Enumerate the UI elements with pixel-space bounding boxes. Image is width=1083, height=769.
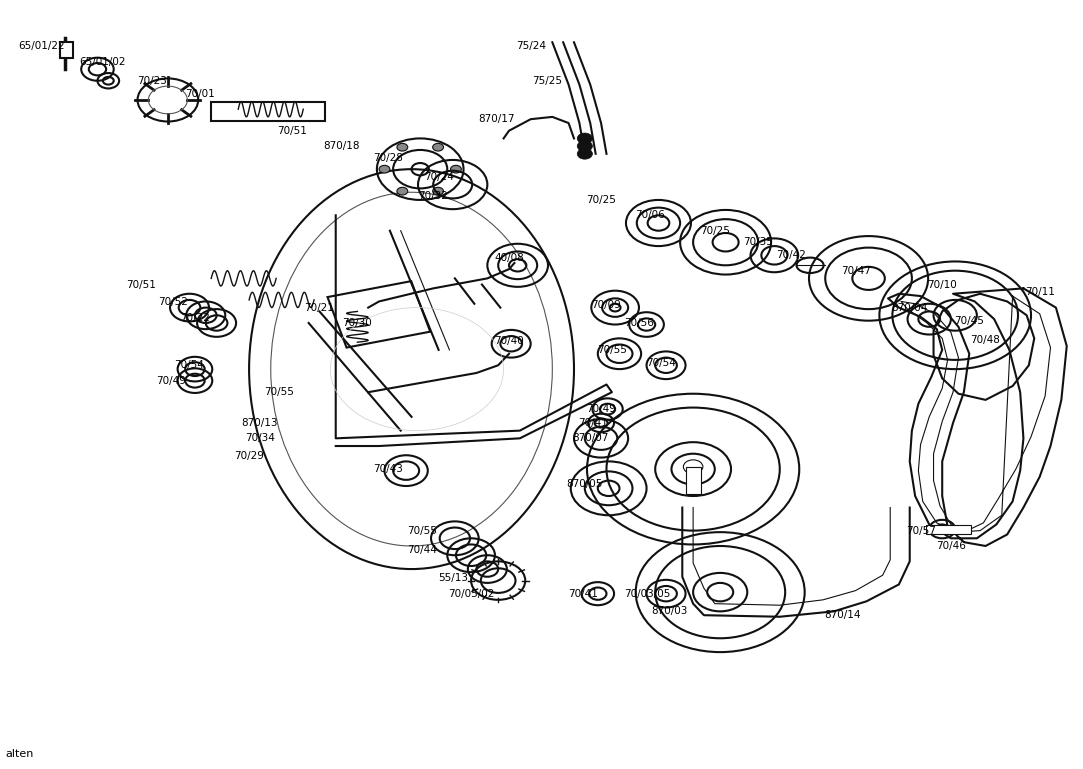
Text: 870/05: 870/05	[566, 479, 603, 490]
Bar	[926, 525, 971, 534]
Text: 870/17: 870/17	[478, 114, 514, 125]
Text: 70/21: 70/21	[304, 302, 335, 313]
Text: 70/43: 70/43	[373, 464, 403, 474]
Text: 70/46: 70/46	[936, 541, 966, 551]
Text: 70/05/02: 70/05/02	[448, 588, 494, 599]
Text: 870/03: 870/03	[651, 606, 688, 617]
Text: 70/42: 70/42	[775, 250, 806, 261]
Text: 70/06: 70/06	[635, 210, 665, 221]
Circle shape	[577, 141, 592, 151]
Text: 70/51: 70/51	[126, 279, 156, 290]
Circle shape	[396, 188, 407, 195]
Text: 70/44: 70/44	[407, 544, 438, 555]
Text: 70/51: 70/51	[277, 125, 308, 136]
Circle shape	[577, 148, 592, 159]
Text: 870/07: 870/07	[572, 433, 609, 444]
Text: 70/09: 70/09	[591, 300, 622, 311]
Text: 65/01/22: 65/01/22	[17, 41, 65, 52]
Circle shape	[683, 460, 703, 474]
Text: 40/08: 40/08	[494, 252, 524, 263]
Text: 870/04: 870/04	[891, 302, 928, 313]
Text: 870/14: 870/14	[824, 610, 861, 621]
Text: 70/03/05: 70/03/05	[625, 588, 670, 599]
Text: 870/13: 870/13	[242, 418, 278, 428]
Text: 70/25: 70/25	[586, 195, 616, 205]
Text: 70/54: 70/54	[174, 360, 205, 371]
Text: 70/55: 70/55	[264, 387, 295, 398]
Text: 70/41: 70/41	[567, 588, 598, 599]
Text: 70/25: 70/25	[700, 225, 730, 236]
Bar	[327, 281, 430, 348]
Bar	[686, 467, 701, 494]
Text: 70/49: 70/49	[156, 375, 186, 386]
Text: 70/47: 70/47	[840, 265, 871, 276]
Text: 70/54: 70/54	[645, 358, 676, 368]
Text: 65/01/02: 65/01/02	[80, 56, 126, 67]
Text: 70/52: 70/52	[158, 297, 188, 308]
Text: 70/40: 70/40	[494, 336, 524, 347]
Text: 70/55: 70/55	[597, 345, 627, 355]
Text: 70/45: 70/45	[954, 316, 984, 327]
Text: 75/25: 75/25	[532, 75, 562, 86]
Text: 870/18: 870/18	[323, 141, 360, 151]
Text: 70/24: 70/24	[423, 171, 454, 182]
Text: 70/01: 70/01	[185, 88, 216, 99]
Text: 70/34: 70/34	[245, 433, 275, 444]
Text: 70/32: 70/32	[418, 191, 448, 201]
Circle shape	[577, 133, 592, 144]
Bar	[211, 102, 325, 121]
Text: 70/22: 70/22	[180, 312, 210, 323]
Text: 70/29: 70/29	[234, 451, 264, 461]
Circle shape	[396, 143, 407, 151]
Text: 70/49: 70/49	[586, 404, 616, 414]
Text: 70/55: 70/55	[407, 525, 438, 536]
Text: 70/57: 70/57	[905, 525, 936, 536]
Text: 70/10: 70/10	[927, 279, 957, 290]
Text: 70/11: 70/11	[1025, 287, 1055, 298]
Text: 70/30: 70/30	[342, 318, 373, 328]
Text: 75/24: 75/24	[516, 41, 546, 52]
Text: 70/28: 70/28	[373, 152, 403, 163]
Circle shape	[432, 188, 444, 195]
Circle shape	[379, 165, 390, 173]
Circle shape	[451, 165, 461, 173]
Text: 55/13: 55/13	[438, 573, 468, 584]
Text: 70/48: 70/48	[970, 335, 1001, 345]
Text: alten: alten	[5, 748, 34, 759]
Bar	[60, 42, 73, 58]
Text: 70/41: 70/41	[578, 418, 609, 428]
Text: 70/56: 70/56	[624, 318, 654, 328]
Circle shape	[432, 143, 444, 151]
Text: 70/23: 70/23	[136, 75, 167, 86]
Text: 70/35: 70/35	[743, 237, 773, 248]
